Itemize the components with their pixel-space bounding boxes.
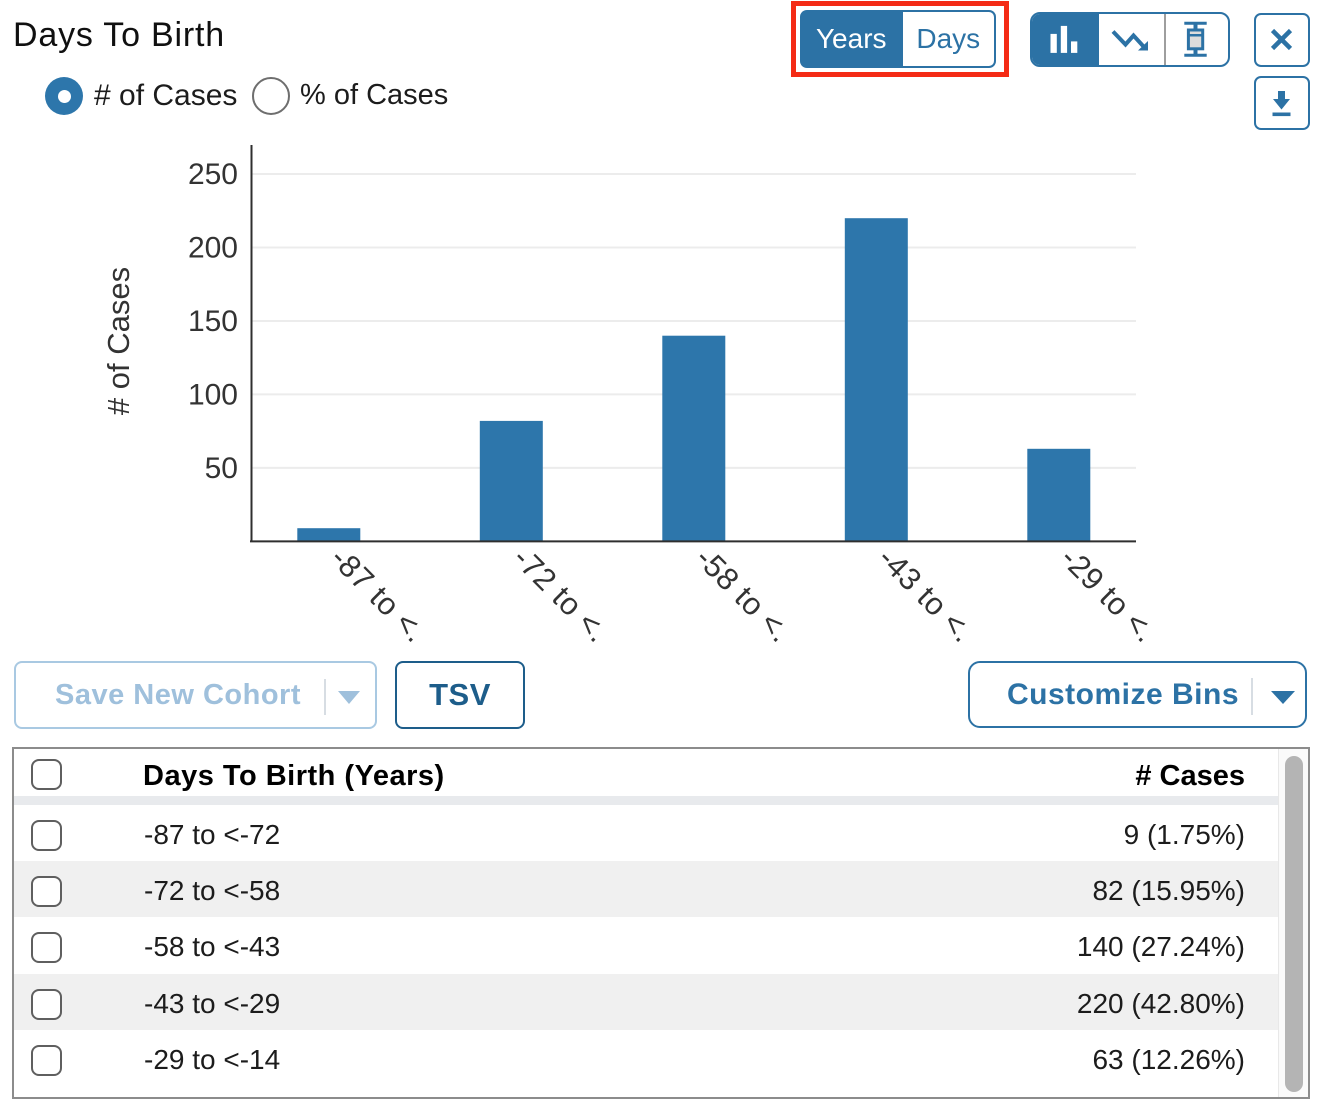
- svg-text:-87 to <.: -87 to <.: [324, 540, 433, 649]
- svg-text:-58 to <.: -58 to <.: [689, 540, 798, 649]
- svg-text:250: 250: [188, 158, 238, 191]
- svg-text:-43 to <.: -43 to <.: [871, 540, 980, 649]
- svg-text:150: 150: [188, 305, 238, 338]
- svg-text:200: 200: [188, 232, 238, 265]
- svg-text:50: 50: [205, 452, 238, 485]
- svg-text:-72 to <.: -72 to <.: [506, 540, 615, 649]
- svg-text:# of Cases: # of Cases: [101, 267, 136, 415]
- svg-text:100: 100: [188, 378, 238, 411]
- svg-text:-29 to <.: -29 to <.: [1054, 540, 1163, 649]
